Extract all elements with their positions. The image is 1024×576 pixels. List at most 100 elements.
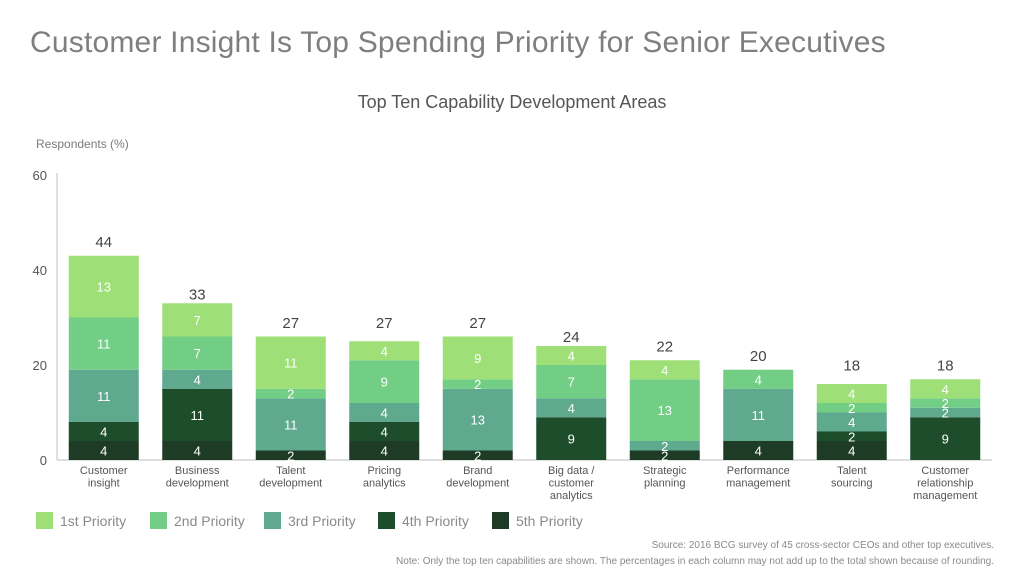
page-title: Customer Insight Is Top Spending Priorit… [30, 26, 886, 59]
x-tick-label: relationship [917, 478, 973, 490]
bar-segment [442, 450, 513, 460]
bar-segment [162, 336, 233, 370]
bar-segment [629, 450, 700, 460]
segment-value-label: 4 [848, 415, 855, 430]
x-tick-label: planning [644, 478, 686, 490]
bar-total-label: 27 [376, 315, 393, 332]
bar-total-label: 18 [937, 358, 954, 375]
y-tick-label: 40 [33, 263, 47, 278]
bar-segment [723, 388, 794, 441]
x-tick-label: development [446, 478, 509, 490]
segment-value-label: 7 [568, 375, 575, 390]
legend-swatch-5th [492, 512, 509, 529]
segment-value-label: 9 [942, 432, 949, 447]
segment-value-label: 11 [284, 417, 298, 432]
segment-value-label: 4 [848, 387, 855, 402]
chart-subtitle: Top Ten Capability Development Areas [357, 92, 667, 112]
bar-segment [255, 336, 326, 389]
x-tick-label: development [166, 478, 229, 490]
bar-segment [442, 379, 513, 389]
x-tick-label: development [259, 478, 322, 490]
segment-value-label: 7 [194, 346, 201, 361]
legend-item-1st: 1st Priority [36, 512, 150, 529]
bar-segment [68, 255, 139, 318]
x-tick-label: analytics [550, 490, 593, 502]
segment-value-label: 2 [848, 429, 855, 444]
bar-segment [255, 398, 326, 451]
bar-total-label: 24 [563, 329, 580, 346]
bar-segment [536, 365, 607, 399]
legend-label-1st: 1st Priority [60, 512, 127, 529]
bar-segment [910, 398, 981, 408]
y-tick-label: 20 [33, 358, 47, 373]
segment-value-label: 9 [474, 351, 481, 366]
bar-segment [910, 379, 981, 399]
segment-value-label: 2 [661, 439, 668, 454]
segment-value-label: 2 [661, 448, 668, 463]
bar-segment [816, 412, 887, 432]
bar-segment [255, 388, 326, 399]
legend-swatch-3rd [264, 512, 281, 529]
segment-value-label: 4 [194, 372, 201, 387]
source-note: Source: 2016 BCG survey of 45 cross-sect… [651, 540, 994, 551]
segment-value-label: 9 [381, 375, 388, 390]
bar-segment [162, 303, 233, 337]
legend-item-4th: 4th Priority [378, 512, 492, 529]
bar-segment [910, 417, 981, 460]
segment-value-label: 2 [942, 406, 949, 421]
x-tick-label: Strategic [643, 465, 687, 477]
x-tick-label: Big data / [548, 465, 595, 477]
bar-segment [816, 431, 887, 441]
segment-value-label: 9 [568, 432, 575, 447]
bar-segment [816, 403, 887, 413]
bar-segment [349, 422, 420, 441]
bar-segment [162, 388, 233, 441]
bar-segment [162, 369, 233, 389]
x-tick-label: Pricing [367, 465, 401, 477]
bar-total-label: 44 [95, 234, 112, 251]
segment-value-label: 2 [287, 387, 294, 402]
bar-total-label: 22 [656, 339, 673, 356]
segment-value-label: 4 [568, 401, 575, 416]
legend-item-5th: 5th Priority [492, 512, 606, 529]
segment-value-label: 4 [381, 444, 388, 459]
bar-segment [723, 369, 794, 389]
segment-value-label: 13 [471, 413, 485, 428]
segment-value-label: 4 [755, 372, 762, 387]
bar-segment [349, 403, 420, 422]
x-tick-label: management [726, 478, 790, 490]
segment-value-label: 4 [848, 444, 855, 459]
segment-value-label: 4 [100, 444, 107, 459]
legend-label-5th: 5th Priority [516, 512, 583, 529]
bar-segment [536, 417, 607, 460]
legend-swatch-4th [378, 512, 395, 529]
x-tick-label: Business [175, 465, 220, 477]
x-tick-label: Performance [727, 465, 790, 477]
segment-value-label: 11 [191, 408, 205, 423]
legend-item-3rd: 3rd Priority [264, 512, 378, 529]
legend-swatch-1st [36, 512, 53, 529]
x-tick-label: customer [549, 478, 595, 490]
bar-segment [68, 422, 139, 441]
bar-segment [68, 441, 139, 460]
bar-total-label: 20 [750, 348, 767, 365]
bar-segment [162, 441, 233, 460]
segment-value-label: 4 [381, 406, 388, 421]
segment-value-label: 4 [100, 425, 107, 440]
bar-segment [68, 317, 139, 370]
y-tick-label: 60 [33, 168, 47, 183]
segment-value-label: 13 [97, 280, 111, 295]
x-tick-label: Talent [837, 465, 866, 477]
bar-total-label: 27 [282, 315, 299, 332]
x-tick-label: analytics [363, 478, 406, 490]
segment-value-label: 2 [848, 401, 855, 416]
bar-total-label: 27 [469, 315, 486, 332]
caveat-note: Note: Only the top ten capabilities are … [396, 556, 994, 567]
bar-segment [629, 360, 700, 380]
bar-segment [910, 407, 981, 418]
bar-segment [816, 384, 887, 403]
legend-label-2nd: 2nd Priority [174, 512, 245, 529]
segment-value-label: 2 [287, 448, 294, 463]
x-tick-label: Brand [463, 465, 492, 477]
